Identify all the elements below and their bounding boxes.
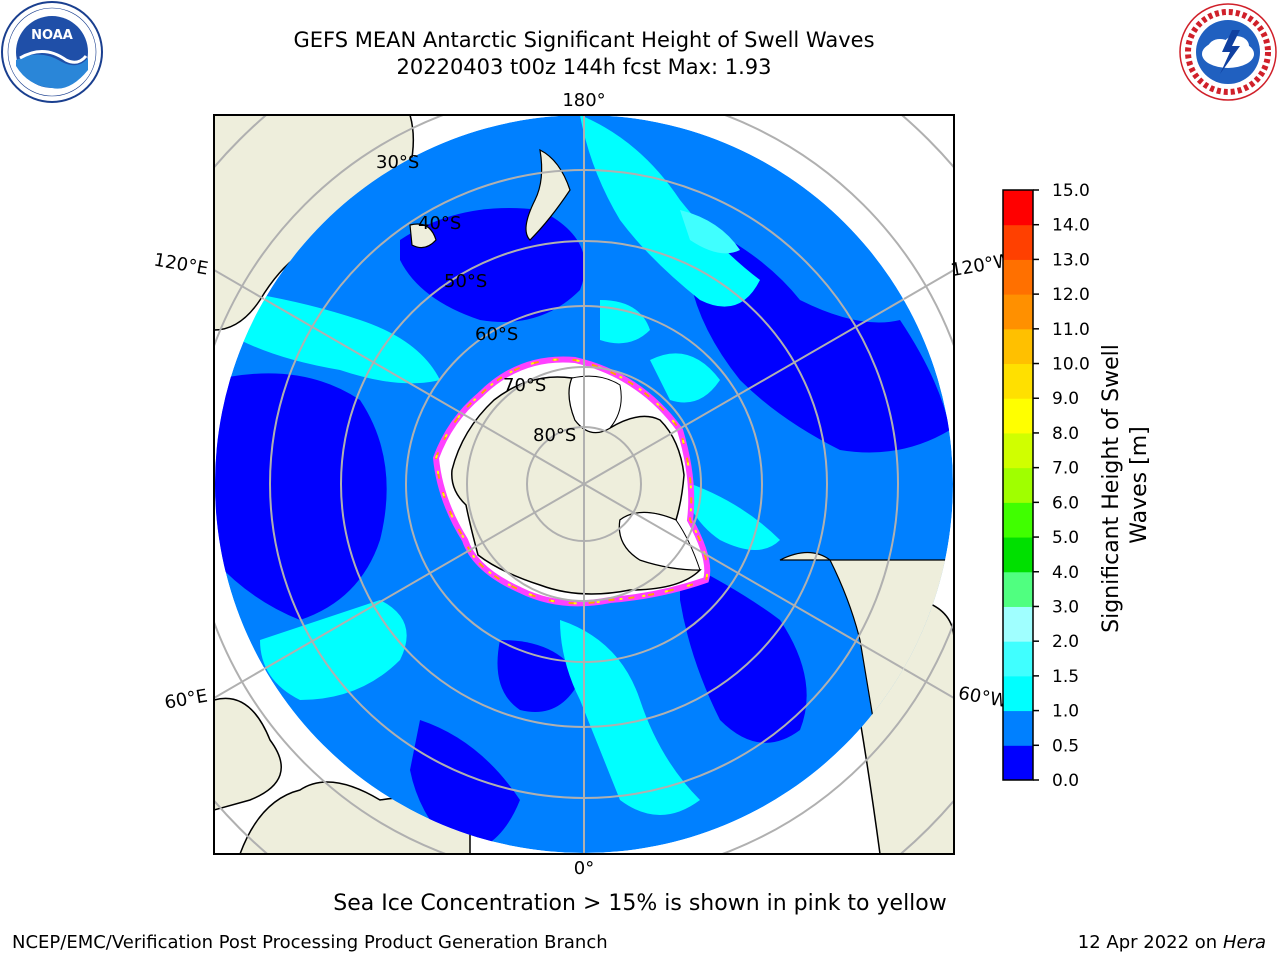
colorbar-swatch (1003, 467, 1033, 503)
colorbar-tick-label: 15.0 (1052, 181, 1090, 201)
run-date: 12 Apr 2022 on (1077, 932, 1218, 953)
colorbar-tick-label: 7.0 (1052, 459, 1079, 479)
credit-line: NCEP/EMC/Verification Post Processing Pr… (12, 932, 608, 953)
colorbar-tick-label: 1.0 (1052, 702, 1079, 722)
map-title: GEFS MEAN Antarctic Significant Height o… (293, 28, 875, 52)
colorbar-swatch (1003, 294, 1033, 330)
colorbar-swatch (1003, 675, 1033, 712)
lon-label-60w: 60°W (957, 683, 1010, 712)
colorbar-swatch (1003, 571, 1033, 607)
colorbar-tick-label: 2.0 (1052, 632, 1079, 652)
colorbar-swatch (1003, 224, 1033, 260)
colorbar-tick-label: 4.0 (1052, 563, 1079, 583)
colorbar-swatch (1003, 641, 1033, 677)
colorbar-tick-label: 0.5 (1052, 736, 1079, 756)
latitude-labels: 30°S 40°S 50°S 60°S 70°S 80°S (376, 152, 576, 446)
noaa-logo-text: NOAA (31, 28, 73, 43)
sea-ice-note: Sea Ice Concentration > 15% is shown in … (333, 891, 947, 916)
lon-label-0: 0° (574, 858, 594, 879)
colorbar-frame (1002, 189, 1034, 781)
lon-label-120e: 120°E (152, 249, 210, 279)
colorbar-swatch (1003, 537, 1033, 573)
colorbar-tick-label: 1.5 (1052, 667, 1079, 687)
colorbar-tick-label: 8.0 (1052, 424, 1079, 444)
colorbar-label: Significant Height of Swell Waves [m] (1099, 337, 1152, 633)
colorbar: 0.0 0.5 1.0 1.5 2.0 3.0 4.0 5.0 6.0 7.0 8.0 9.0 10.0… (1002, 181, 1090, 791)
lat-label-30s: 30°S (376, 152, 419, 173)
colorbar-swatch (1003, 190, 1033, 226)
colorbar-label-line2: Waves [m] (1127, 426, 1152, 543)
colorbar-swatch (1003, 432, 1033, 469)
map-frame (213, 114, 955, 855)
colorbar-swatch (1003, 259, 1033, 295)
noaa-logo: NOAA (1, 1, 103, 103)
date-line: 12 Apr 2022 on Hera (1078, 932, 1266, 953)
graticule (215, 115, 953, 853)
colorbar-swatch (1003, 502, 1033, 538)
lat-label-80s: 80°S (533, 425, 576, 446)
colorbar-tick-label: 11.0 (1052, 320, 1090, 340)
colorbar-tick-label: 0.0 (1052, 771, 1079, 791)
colorbar-tick-label: 9.0 (1052, 389, 1079, 409)
lon-label-180: 180° (562, 90, 605, 111)
nws-logo (1179, 3, 1277, 101)
colorbar-tick-label: 6.0 (1052, 493, 1079, 513)
colorbar-swatch (1003, 745, 1033, 781)
colorbar-swatch (1003, 328, 1033, 365)
colorbar-swatch (1003, 710, 1033, 746)
colorbar-label-line1: Significant Height of Swell (1099, 344, 1124, 633)
colorbar-tick-label: 12.0 (1052, 285, 1090, 305)
colorbar-swatch (1003, 606, 1033, 642)
colorbar-swatch (1003, 363, 1033, 399)
colorbar-tick-label: 14.0 (1052, 216, 1090, 236)
colorbar-tick-label: 13.0 (1052, 250, 1090, 270)
run-host: Hera (1222, 932, 1266, 953)
lat-label-70s: 70°S (503, 375, 546, 396)
colorbar-tick-label: 3.0 (1052, 597, 1079, 617)
colorbar-tick-label: 5.0 (1052, 528, 1079, 548)
lon-label-60e: 60°E (163, 685, 209, 713)
map-subtitle: 20220403 t00z 144h fcst Max: 1.93 (396, 55, 772, 79)
lat-label-40s: 40°S (418, 213, 461, 234)
lat-label-60s: 60°S (475, 324, 518, 345)
colorbar-swatch (1003, 398, 1033, 434)
lat-label-50s: 50°S (444, 271, 487, 292)
colorbar-tick-label: 10.0 (1052, 355, 1090, 375)
